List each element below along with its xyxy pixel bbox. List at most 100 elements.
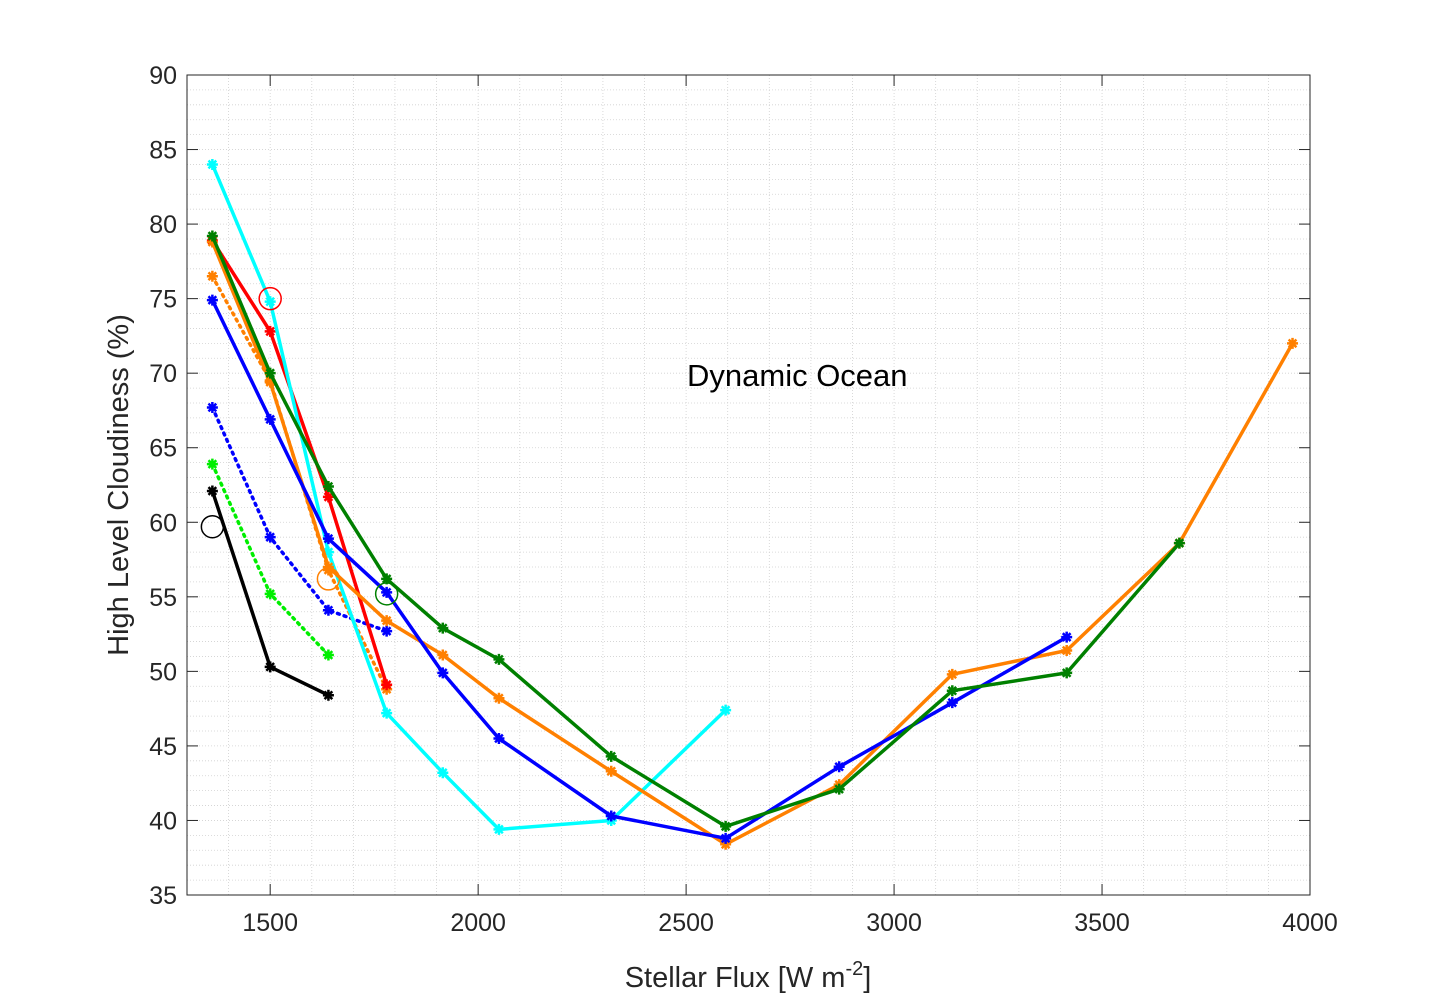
data-point (206, 236, 218, 248)
data-point (381, 679, 393, 691)
data-point (206, 294, 218, 306)
data-point (605, 765, 617, 777)
x-tick-label: 2000 (450, 909, 506, 937)
data-point (322, 689, 334, 701)
data-point (206, 401, 218, 413)
data-point (1287, 337, 1299, 349)
y-tick-label: 35 (149, 882, 177, 910)
y-tick-label: 55 (149, 584, 177, 612)
green-circle (374, 582, 399, 606)
series-blue-solid (206, 294, 1073, 844)
x-axis-label-main: Stellar Flux [W m (625, 962, 846, 994)
data-point (206, 230, 218, 242)
x-axis-label-close: ] (863, 962, 871, 994)
data-point (946, 685, 958, 697)
x-tick-label: 3000 (866, 909, 922, 937)
data-point (720, 704, 732, 716)
y-tick-label: 45 (149, 733, 177, 761)
data-point (264, 413, 276, 425)
data-point (437, 649, 449, 661)
series-green-solid (206, 230, 1185, 832)
circle-markers (200, 286, 399, 606)
orange-circle (316, 567, 341, 591)
data-point (322, 561, 334, 573)
data-point (206, 158, 218, 170)
data-point (1061, 644, 1073, 656)
data-point (381, 707, 393, 719)
data-point (381, 625, 393, 637)
data-point (437, 667, 449, 679)
series-black-solid (206, 485, 334, 701)
data-point (493, 653, 505, 665)
y-axis-label: High Level Cloudiness (%) (103, 314, 135, 656)
annotation-text: Dynamic Ocean (687, 358, 908, 393)
data-point (264, 296, 276, 308)
y-tick-label: 70 (149, 360, 177, 388)
x-tick-label: 3500 (1074, 909, 1130, 937)
data-point (720, 838, 732, 850)
data-point (206, 458, 218, 470)
series-line (210, 405, 389, 633)
data-point (833, 783, 845, 795)
data-point (1173, 537, 1185, 549)
data-point (322, 604, 334, 616)
x-tick-label: 4000 (1282, 909, 1338, 937)
data-point (946, 697, 958, 709)
series-blue-dotted (206, 401, 393, 637)
data-point (833, 761, 845, 773)
data-point (1061, 631, 1073, 643)
data-point (493, 692, 505, 704)
series-line (210, 163, 727, 832)
y-tick-label: 60 (149, 509, 177, 537)
axis-ticks: 1500 2000 2500 3000 3500 4000 35 40 45 50 55 60 65 70… (149, 62, 1338, 937)
x-axis-label: Stellar Flux [W m-2] (625, 958, 872, 994)
y-tick-label: 65 (149, 435, 177, 463)
data-point (264, 376, 276, 388)
data-point (264, 531, 276, 543)
series-line (210, 239, 389, 686)
data-point (605, 750, 617, 762)
data-point (437, 767, 449, 779)
data-point (720, 832, 732, 844)
series-group (206, 158, 1299, 850)
data-point (322, 480, 334, 492)
plot-frame (186, 74, 1311, 896)
series-green-dotted (206, 458, 334, 661)
data-point (381, 615, 393, 627)
y-tick-label: 90 (149, 62, 177, 90)
y-tick-label: 80 (149, 211, 177, 239)
data-point (264, 588, 276, 600)
data-point (322, 546, 334, 558)
data-point (946, 668, 958, 680)
data-point (437, 622, 449, 634)
red-circle (258, 286, 282, 311)
data-point (1061, 667, 1073, 679)
data-point (381, 586, 393, 598)
data-point (322, 649, 334, 661)
data-point (264, 367, 276, 379)
y-tick-label: 75 (149, 286, 177, 314)
y-tick-label: 50 (149, 658, 177, 686)
x-tick-label: 1500 (242, 909, 298, 937)
data-point (264, 325, 276, 337)
data-point (381, 573, 393, 585)
data-point (493, 732, 505, 744)
plot-background (187, 75, 1310, 895)
data-point (206, 485, 218, 497)
data-point (493, 823, 505, 835)
series-red-solid (206, 234, 393, 691)
y-tick-label: 40 (149, 807, 177, 835)
y-tick-label: 85 (149, 137, 177, 165)
series-line (210, 235, 1181, 829)
data-point (322, 533, 334, 545)
data-point (720, 820, 732, 832)
x-tick-label: 2500 (658, 909, 714, 937)
data-point (605, 810, 617, 822)
data-point (206, 270, 218, 282)
data-point (264, 661, 276, 673)
grid (187, 75, 1310, 895)
data-point (322, 491, 334, 503)
black-circle (200, 514, 225, 539)
x-axis-label-exponent: -2 (845, 958, 863, 980)
